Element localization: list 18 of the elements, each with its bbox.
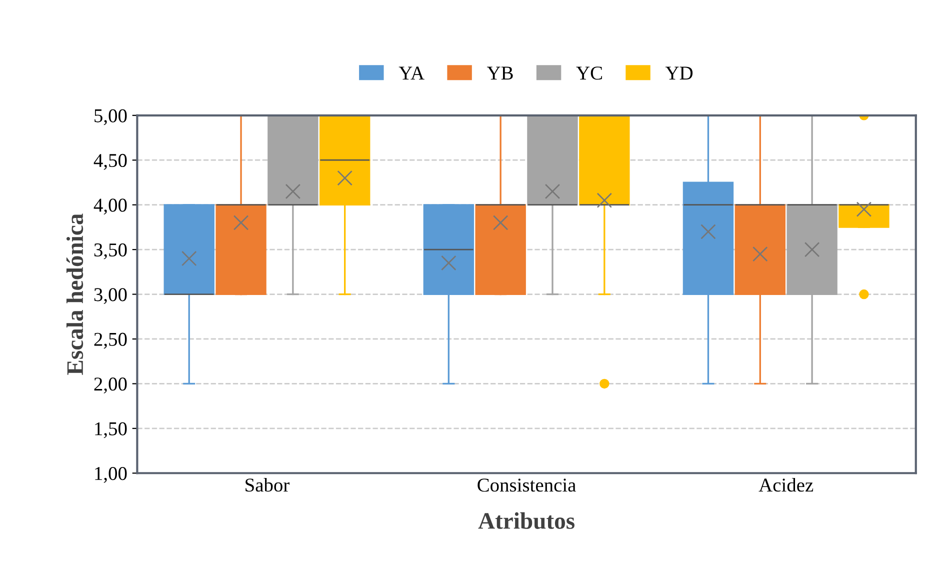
y-tick-label: 1,50 [95,422,127,438]
y-tick-label: 3,00 [94,288,127,304]
y-tick-label: 3,50 [94,243,127,260]
x-axis-title: Atributos [478,512,574,529]
y-tick-label: 4,50 [94,154,127,170]
x-tick-label: Acidez [758,478,814,492]
y-tick-label: 2,50 [94,332,127,349]
y-axis-title: Escala hedónica [66,214,84,375]
x-tick-label: Consistencia [478,478,576,492]
legend-label: YD [665,66,693,80]
y-tick-label: 5,00 [94,109,127,126]
legend-label: YA [398,66,424,80]
y-tick-label: 2,00 [94,378,127,394]
x-tick-label: Sabor [246,478,290,492]
legend-label: YC [576,66,602,80]
y-tick-label: 1,00 [95,466,127,483]
legend-label: YB [486,66,513,80]
y-tick-label: 4,00 [94,198,127,215]
